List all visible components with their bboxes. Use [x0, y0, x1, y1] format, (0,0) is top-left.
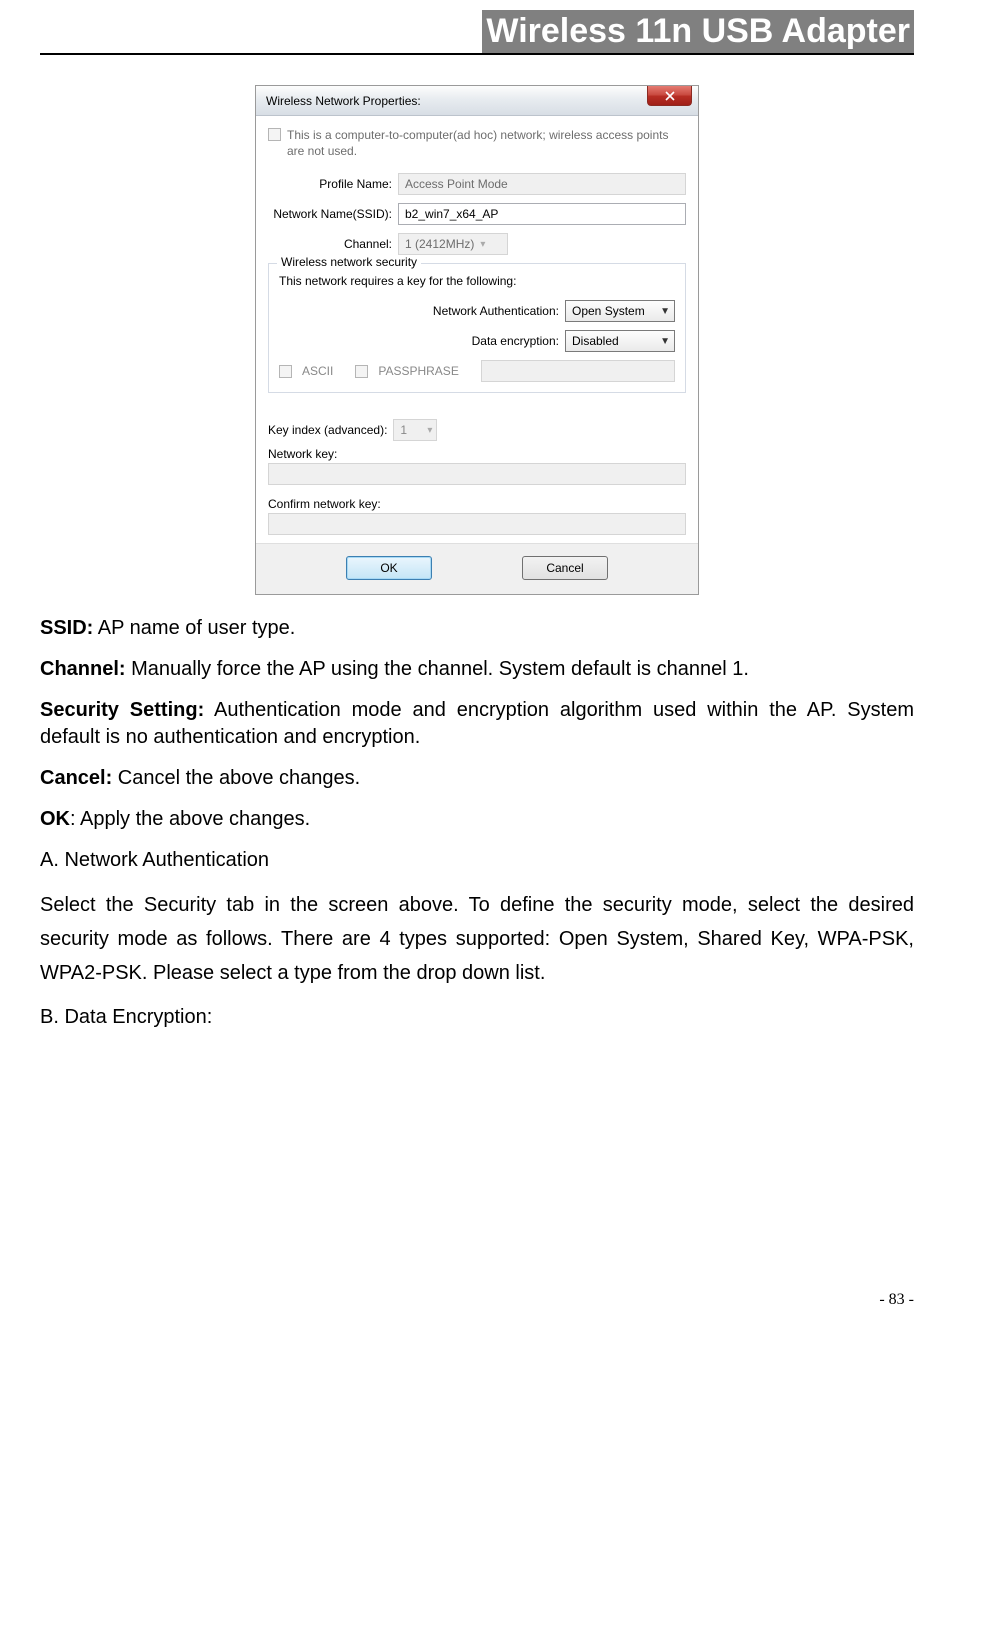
security-term: Security Setting:: [40, 699, 204, 721]
ascii-passphrase-row: ASCII PASSPHRASE: [279, 360, 675, 382]
cancel-button[interactable]: Cancel: [522, 556, 608, 580]
passphrase-field: [481, 360, 675, 382]
cancel-desc: Cancel the above changes.: [112, 767, 360, 789]
doc-security: Security Setting: Authentication mode an…: [40, 697, 914, 751]
ssid-row: Network Name(SSID):: [268, 203, 686, 225]
security-legend: Wireless network security: [277, 255, 421, 269]
key-index-select: 1 ▾: [393, 419, 437, 441]
header-title: Wireless 11n USB Adapter: [482, 10, 914, 53]
doc-ssid: SSID: AP name of user type.: [40, 615, 914, 642]
dialog-title: Wireless Network Properties:: [266, 94, 421, 108]
ssid-desc: AP name of user type.: [93, 617, 295, 639]
doc-ok: OK: Apply the above changes.: [40, 806, 914, 833]
network-key-input: [268, 463, 686, 485]
network-key-label: Network key:: [268, 447, 686, 461]
doc-cancel: Cancel: Cancel the above changes.: [40, 765, 914, 792]
channel-desc: Manually force the AP using the channel.…: [126, 658, 749, 680]
section-a-heading: A. Network Authentication: [40, 847, 914, 874]
encryption-row: Data encryption: Disabled ▼: [279, 330, 675, 352]
key-index-value: 1: [400, 423, 407, 437]
profile-name-label: Profile Name:: [268, 177, 398, 191]
page-header: Wireless 11n USB Adapter: [40, 10, 914, 55]
section-a-text: Select the Security tab in the screen ab…: [40, 888, 914, 990]
chevron-down-icon: ▾: [427, 425, 432, 436]
auth-select[interactable]: Open System ▼: [565, 300, 675, 322]
encryption-label: Data encryption:: [472, 334, 565, 348]
cancel-term: Cancel:: [40, 767, 112, 789]
ssid-input[interactable]: [398, 203, 686, 225]
ascii-checkbox: [279, 365, 292, 378]
chevron-down-icon: ▼: [660, 306, 670, 317]
confirm-key-label: Confirm network key:: [268, 497, 686, 511]
channel-select: 1 (2412MHz) ▾: [398, 233, 508, 255]
close-button[interactable]: [647, 86, 692, 106]
page-number: - 83 -: [879, 1291, 914, 1308]
channel-term: Channel:: [40, 658, 126, 680]
adhoc-label: This is a computer-to-computer(ad hoc) n…: [287, 128, 686, 159]
auth-value: Open System: [572, 304, 645, 318]
doc-channel: Channel: Manually force the AP using the…: [40, 656, 914, 683]
security-fieldset: Wireless network security This network r…: [268, 263, 686, 393]
dialog-screenshot: Wireless Network Properties: This is a c…: [40, 85, 914, 595]
confirm-key-input: [268, 513, 686, 535]
dialog-button-bar: OK Cancel: [256, 543, 698, 594]
passphrase-label: PASSPHRASE: [378, 364, 458, 378]
security-subtext: This network requires a key for the foll…: [279, 274, 675, 288]
ssid-label: Network Name(SSID):: [268, 207, 398, 221]
profile-name-input: [398, 173, 686, 195]
encryption-select[interactable]: Disabled ▼: [565, 330, 675, 352]
wireless-properties-dialog: Wireless Network Properties: This is a c…: [255, 85, 699, 595]
key-index-label: Key index (advanced):: [268, 423, 387, 437]
channel-row: Channel: 1 (2412MHz) ▾: [268, 233, 686, 255]
dialog-titlebar: Wireless Network Properties:: [256, 86, 698, 116]
adhoc-checkbox: [268, 128, 281, 141]
chevron-down-icon: ▼: [660, 336, 670, 347]
ok-button[interactable]: OK: [346, 556, 432, 580]
ssid-term: SSID:: [40, 617, 93, 639]
section-b-heading: B. Data Encryption:: [40, 1004, 914, 1031]
passphrase-checkbox: [355, 365, 368, 378]
profile-name-row: Profile Name:: [268, 173, 686, 195]
channel-label: Channel:: [268, 237, 398, 251]
ok-term: OK: [40, 808, 70, 830]
chevron-down-icon: ▾: [480, 239, 485, 250]
ok-desc: : Apply the above changes.: [70, 808, 310, 830]
key-index-row: Key index (advanced): 1 ▾: [268, 419, 686, 441]
encryption-value: Disabled: [572, 334, 619, 348]
page-footer: - 83 -: [40, 1291, 914, 1309]
ascii-label: ASCII: [302, 364, 333, 378]
adhoc-row: This is a computer-to-computer(ad hoc) n…: [268, 128, 686, 159]
channel-value: 1 (2412MHz): [405, 237, 474, 251]
close-icon: [665, 91, 675, 101]
auth-row: Network Authentication: Open System ▼: [279, 300, 675, 322]
document-body: SSID: AP name of user type. Channel: Man…: [40, 615, 914, 1031]
auth-label: Network Authentication:: [433, 304, 565, 318]
